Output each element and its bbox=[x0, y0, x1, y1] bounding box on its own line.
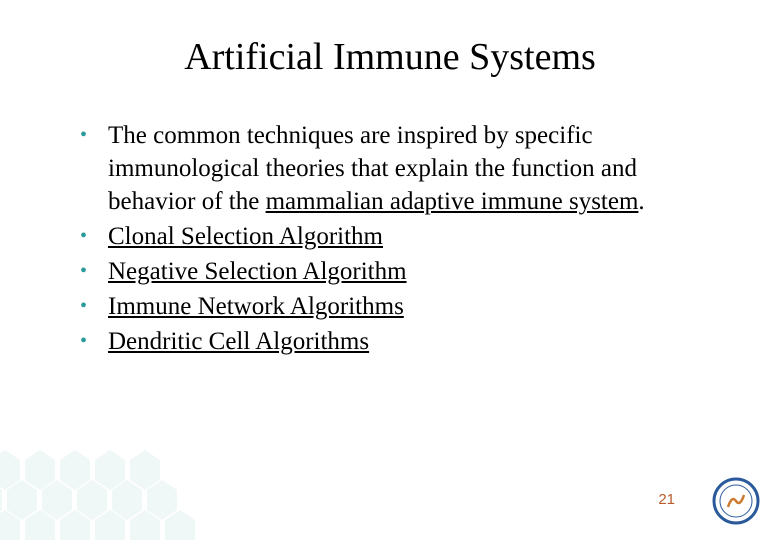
bullet-marker-icon: • bbox=[80, 119, 108, 151]
bullet-link[interactable]: Negative Selection Algorithm bbox=[108, 258, 407, 285]
bullet-text: Dendritic Cell Algorithms bbox=[108, 325, 369, 358]
bullet-link[interactable]: Clonal Selection Algorithm bbox=[108, 223, 383, 250]
bullet-text: The common techniques are inspired by sp… bbox=[108, 119, 720, 218]
bullet-text: Clonal Selection Algorithm bbox=[108, 220, 383, 253]
institution-logo-icon bbox=[712, 477, 760, 525]
bullet-link[interactable]: Dendritic Cell Algorithms bbox=[108, 328, 369, 355]
bullet-marker-icon: • bbox=[80, 255, 108, 287]
slide-content: • The common techniques are inspired by … bbox=[60, 119, 720, 358]
bullet-text: Negative Selection Algorithm bbox=[108, 255, 407, 288]
slide-title: Artificial Immune Systems bbox=[60, 35, 720, 79]
bullet-item: • The common techniques are inspired by … bbox=[80, 119, 720, 218]
bullet-item: • Negative Selection Algorithm bbox=[80, 255, 720, 288]
bullet-item: • Dendritic Cell Algorithms bbox=[80, 325, 720, 358]
bullet-marker-icon: • bbox=[80, 325, 108, 357]
bullet-text-post: . bbox=[638, 188, 644, 215]
bullet-marker-icon: • bbox=[80, 290, 108, 322]
bullet-item: • Immune Network Algorithms bbox=[80, 290, 720, 323]
bullet-text: Immune Network Algorithms bbox=[108, 290, 404, 323]
bullet-marker-icon: • bbox=[80, 220, 108, 252]
page-number: 21 bbox=[658, 491, 675, 508]
background-hex-pattern bbox=[0, 420, 250, 540]
bullet-link[interactable]: Immune Network Algorithms bbox=[108, 293, 404, 320]
bullet-link[interactable]: mammalian adaptive immune system bbox=[266, 188, 639, 215]
bullet-item: • Clonal Selection Algorithm bbox=[80, 220, 720, 253]
slide-container: Artificial Immune Systems • The common t… bbox=[0, 0, 780, 540]
